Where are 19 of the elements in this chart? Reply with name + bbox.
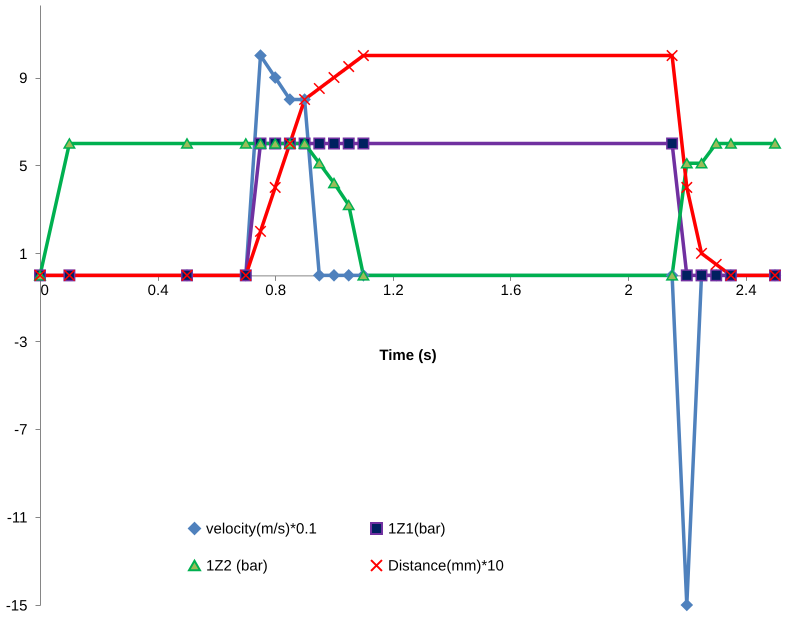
- y-tick-label: -3: [14, 334, 28, 351]
- y-tick-label: 5: [19, 158, 28, 175]
- x-tick-label: 2: [624, 282, 633, 299]
- y-tick-label: 9: [19, 70, 28, 88]
- x-tick-label: 1.2: [382, 282, 404, 299]
- x-tick-label: 2.4: [736, 282, 757, 299]
- x-tick-label: 0.8: [265, 282, 286, 299]
- y-tick-label: -15: [6, 598, 28, 614]
- legend-label: Distance(mm)*10: [388, 558, 504, 574]
- y-tick-label: 1: [19, 246, 28, 263]
- x-tick-label: 0: [40, 282, 49, 299]
- legend-label: velocity(m/s)*0.1: [206, 520, 317, 538]
- legend-label: 1Z2 (bar): [206, 558, 268, 574]
- y-tick-label: -11: [6, 510, 28, 527]
- x-axis-title: Time (s): [379, 346, 437, 364]
- x-tick-label: 1.6: [500, 282, 522, 299]
- x-tick-label: 0.4: [148, 282, 169, 299]
- y-tick-label: -7: [14, 422, 28, 439]
- legend-label: 1Z1(bar): [388, 520, 446, 538]
